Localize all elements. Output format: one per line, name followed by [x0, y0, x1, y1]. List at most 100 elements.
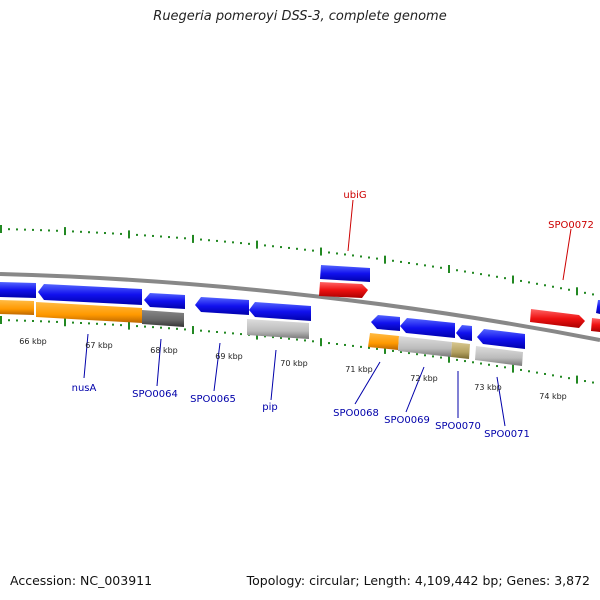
gene-arrow[interactable] [38, 284, 142, 305]
minor-tick [424, 264, 426, 267]
minor-tick [176, 236, 178, 239]
minor-tick [104, 323, 106, 326]
minor-tick [16, 228, 18, 231]
gene-label-spo0065[interactable]: SPO0065 [190, 394, 236, 405]
minor-tick [352, 254, 354, 257]
gene-arrow[interactable] [400, 318, 455, 338]
minor-tick [216, 239, 218, 242]
minor-tick [544, 372, 546, 375]
minor-tick [280, 246, 282, 249]
minor-tick [344, 343, 346, 346]
minor-tick [568, 288, 570, 291]
rna-feature[interactable] [0, 300, 34, 315]
minor-tick [536, 371, 538, 374]
scale-label: 66 kbp [19, 337, 47, 346]
minor-tick [392, 349, 394, 352]
gene-label-spo0070[interactable]: SPO0070 [435, 421, 481, 432]
minor-tick [496, 365, 498, 368]
minor-tick [312, 249, 314, 252]
minor-tick [432, 355, 434, 358]
major-tick [320, 338, 322, 347]
pseudo-feature[interactable] [451, 342, 470, 359]
minor-tick [328, 251, 330, 254]
rna-feature[interactable] [36, 302, 142, 323]
minor-tick [472, 271, 474, 274]
minor-tick [48, 320, 50, 323]
minor-tick [376, 257, 378, 260]
minor-tick [328, 342, 330, 345]
minor-tick [336, 343, 338, 346]
minor-tick [472, 361, 474, 364]
minor-tick [584, 291, 586, 294]
gene-arrow[interactable] [591, 318, 600, 332]
gene-label-spo0072[interactable]: SPO0072 [548, 220, 594, 231]
pseudo-feature[interactable] [247, 319, 309, 339]
minor-tick [24, 319, 26, 322]
minor-tick [104, 232, 106, 235]
minor-tick [544, 284, 546, 287]
major-tick [128, 321, 130, 330]
major-tick [192, 326, 194, 335]
gene-arrow[interactable] [319, 282, 368, 298]
minor-tick [96, 322, 98, 325]
pseudo-feature[interactable] [398, 336, 452, 357]
pseudo-feature[interactable] [142, 310, 184, 327]
bottom-gene-labels: nusA SPO0064 SPO0065 pip SPO0068 SPO0069… [72, 383, 530, 440]
gene-arrow[interactable] [477, 329, 525, 349]
gene-label-spo0069[interactable]: SPO0069 [384, 415, 430, 426]
minor-tick [272, 336, 274, 339]
minor-tick [56, 320, 58, 323]
minor-tick [248, 242, 250, 245]
gene-arrow[interactable] [144, 293, 185, 309]
rna-feature[interactable] [368, 333, 399, 350]
forward-strand-features [0, 265, 600, 332]
minor-tick [168, 236, 170, 239]
gene-label-spo0068[interactable]: SPO0068 [333, 408, 379, 419]
major-tick [192, 234, 194, 243]
minor-tick [200, 329, 202, 332]
gene-arrow[interactable] [596, 300, 600, 314]
major-tick [320, 247, 322, 256]
minor-tick [296, 338, 298, 341]
minor-tick [312, 340, 314, 343]
gene-arrow[interactable] [530, 309, 585, 328]
minor-tick [168, 327, 170, 330]
bottom-label-leaders [83, 333, 506, 427]
minor-tick [136, 325, 138, 328]
minor-tick [232, 241, 234, 244]
minor-tick [16, 319, 18, 322]
minor-tick [568, 377, 570, 380]
gene-arrow[interactable] [371, 315, 400, 331]
minor-tick [216, 330, 218, 333]
major-tick [512, 275, 514, 284]
minor-tick [120, 324, 122, 327]
minor-tick [536, 282, 538, 285]
gene-label-pip[interactable]: pip [262, 402, 277, 413]
minor-tick [464, 360, 466, 363]
minor-tick [8, 319, 10, 322]
gene-arrow[interactable] [0, 282, 36, 298]
minor-tick [400, 351, 402, 353]
pseudo-feature[interactable] [475, 346, 523, 366]
minor-tick [552, 374, 554, 377]
minor-tick [408, 352, 410, 355]
gene-arrow[interactable] [456, 325, 472, 341]
accession-text: Accession: NC_003911 [10, 573, 153, 588]
gene-label-spo0064[interactable]: SPO0064 [132, 389, 178, 400]
minor-tick [280, 336, 282, 339]
minor-tick [592, 381, 594, 384]
minor-tick [504, 366, 506, 369]
minor-tick [144, 234, 146, 237]
minor-tick [72, 230, 74, 233]
gene-label-spo0071[interactable]: SPO0071 [484, 429, 530, 440]
minor-tick [40, 229, 42, 232]
major-tick [0, 316, 2, 324]
gene-label-nusa[interactable]: nusA [72, 383, 97, 394]
gene-label-ubig[interactable]: ubiG [343, 190, 366, 201]
minor-tick [496, 275, 498, 278]
gene-arrow[interactable] [320, 265, 370, 282]
gene-arrow[interactable] [249, 302, 311, 321]
gene-arrow[interactable] [195, 297, 249, 315]
minor-tick [200, 238, 202, 241]
major-tick [576, 287, 578, 296]
